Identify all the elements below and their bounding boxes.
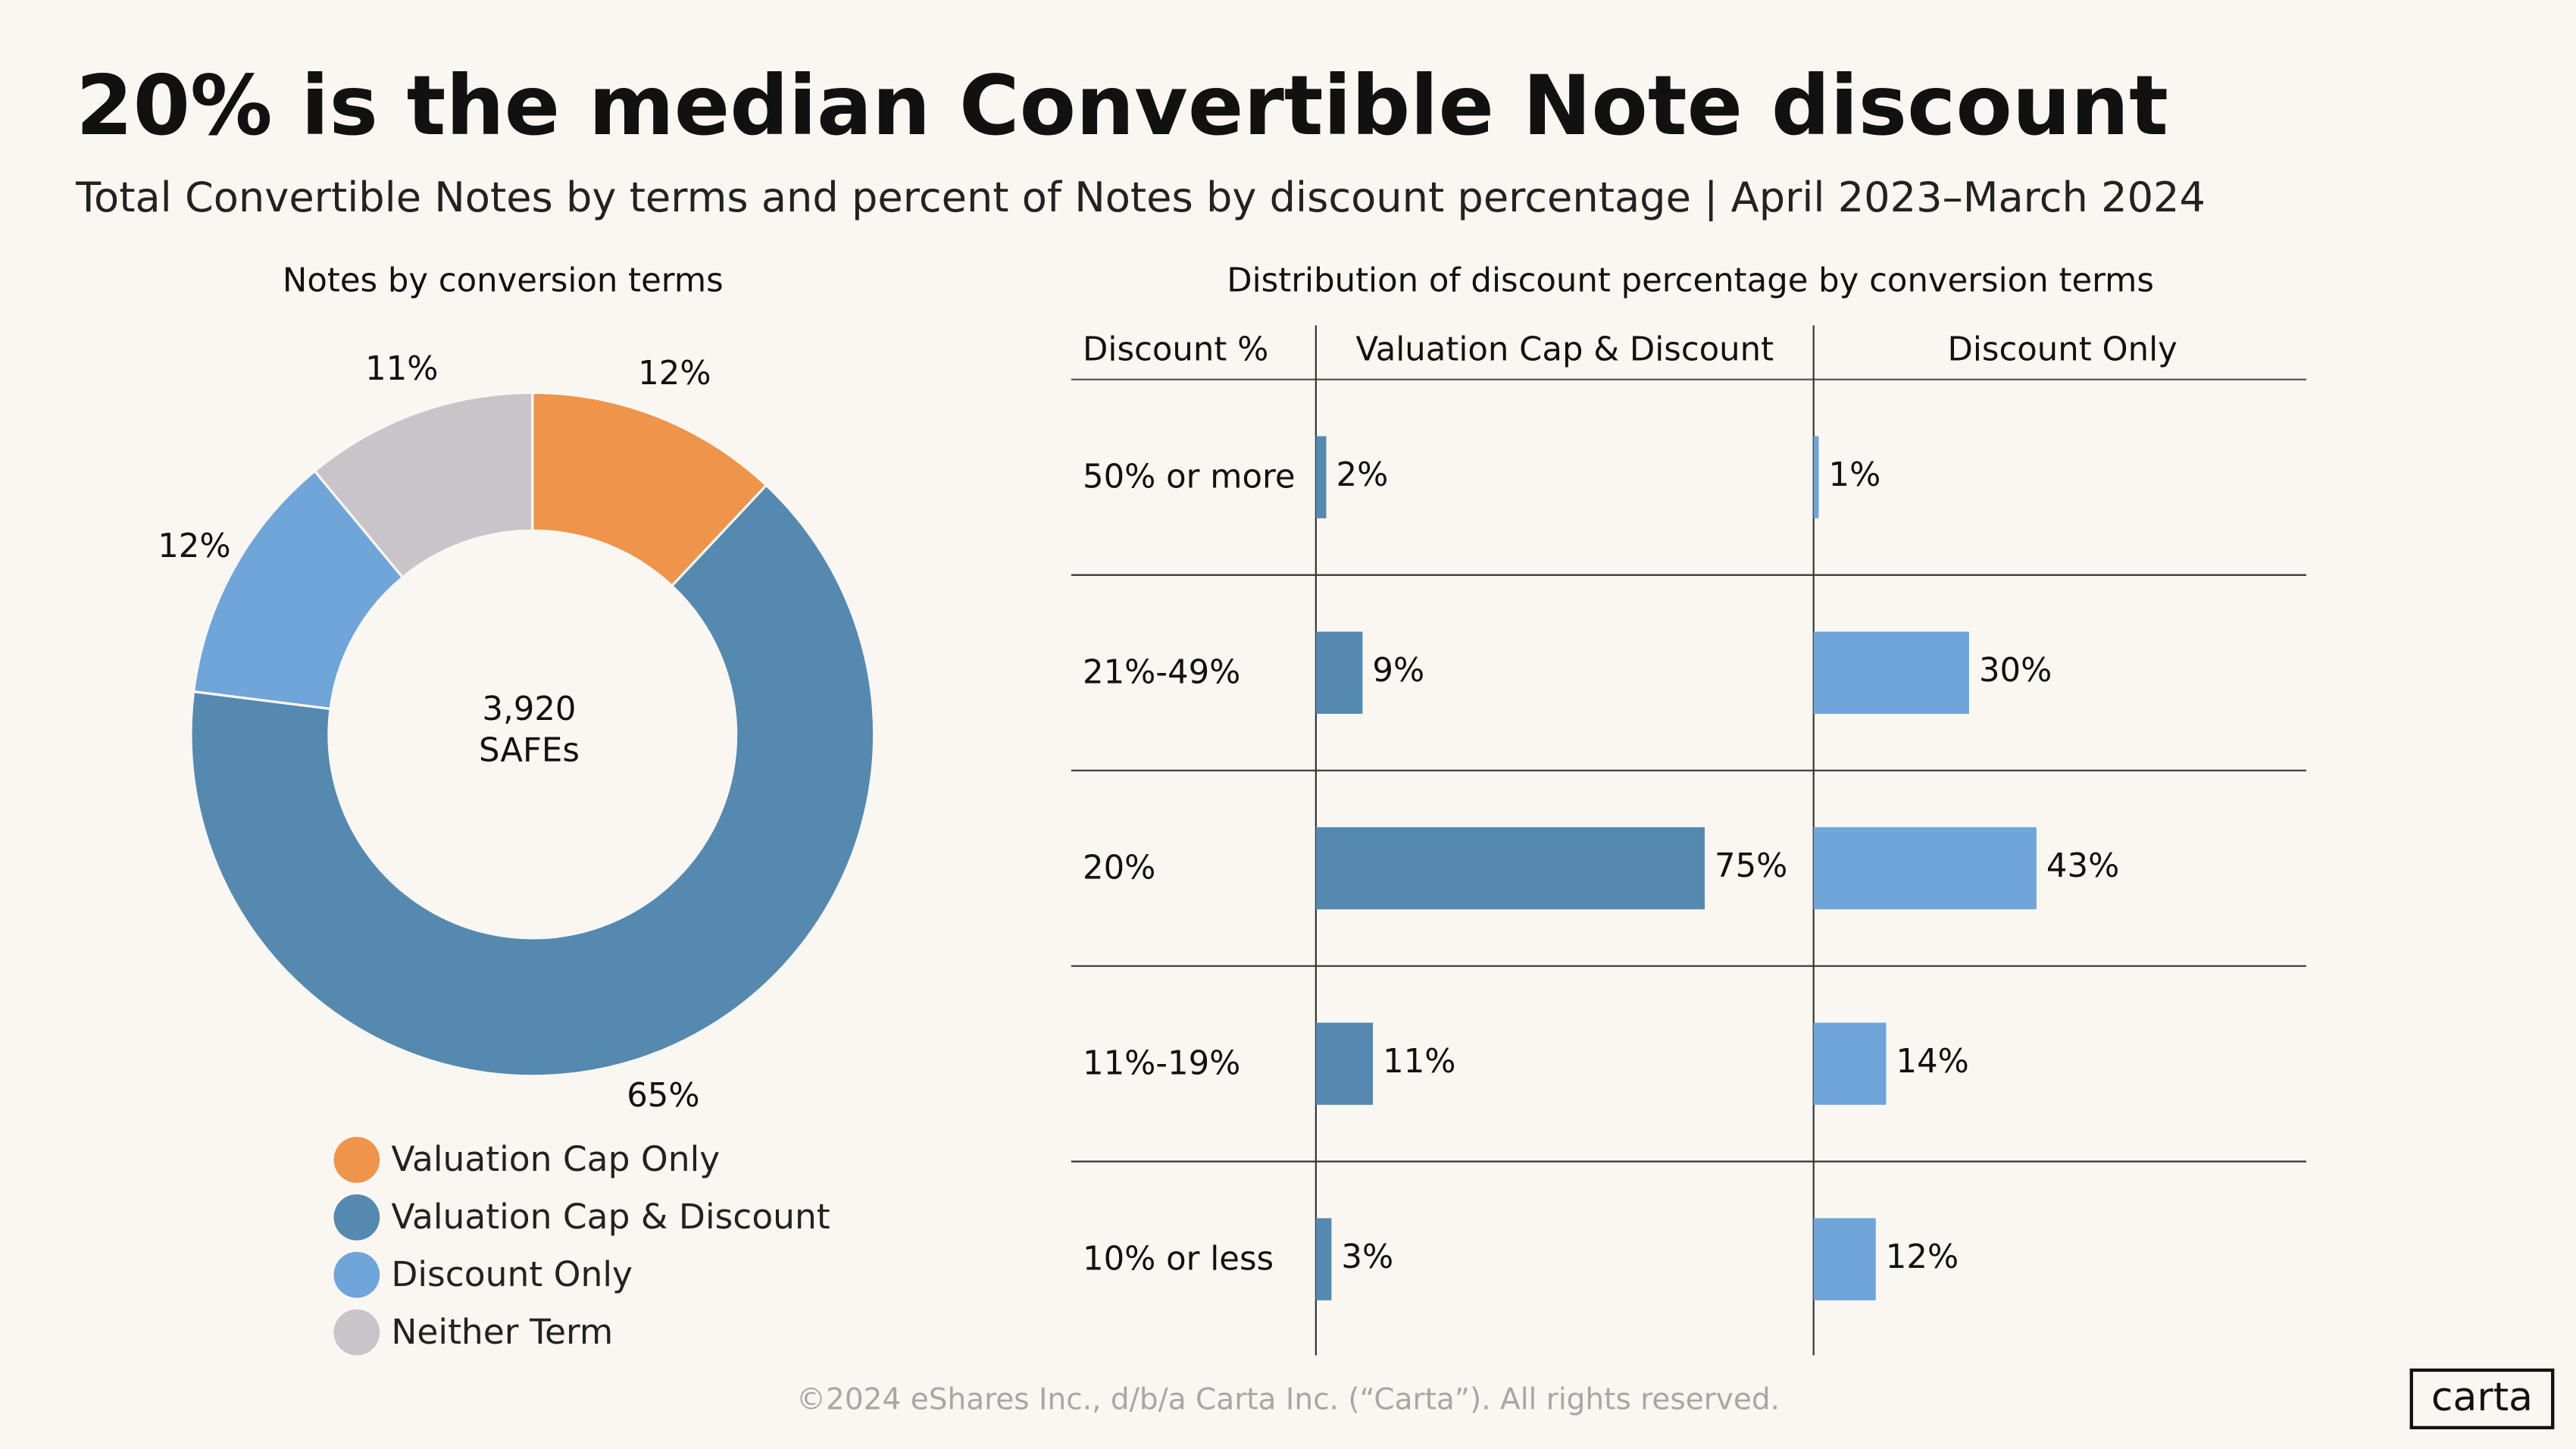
- bar-label: 9%: [1372, 652, 1424, 690]
- bar: [1813, 1218, 1876, 1300]
- bar-label: 75%: [1715, 847, 1787, 885]
- row-label: 50% or more: [1083, 458, 1296, 496]
- legend-swatch: [333, 1309, 380, 1356]
- legend-label: Neither Term: [391, 1312, 613, 1352]
- legend-label: Valuation Cap Only: [391, 1139, 720, 1179]
- legend-label: Discount Only: [391, 1254, 633, 1294]
- chart-title: Notes by conversion terms: [283, 261, 724, 299]
- bar-label: 3%: [1341, 1238, 1393, 1276]
- legend-label: Valuation Cap & Discount: [391, 1197, 830, 1237]
- slice-label: 12%: [638, 355, 711, 393]
- row-label: 11%-19%: [1083, 1044, 1240, 1082]
- row-label: 20%: [1083, 849, 1155, 887]
- column-header: Valuation Cap & Discount: [1355, 330, 1774, 368]
- row-label: 21%-49%: [1083, 653, 1240, 691]
- title: 20% is the median Convertible Note disco…: [76, 58, 2168, 154]
- bar: [1813, 1022, 1887, 1105]
- bar: [1315, 1022, 1374, 1105]
- bar: [1315, 436, 1327, 518]
- chart-title: Distribution of discount percentage by c…: [1227, 261, 2154, 299]
- bar: [1315, 1218, 1332, 1300]
- bar-label: 14%: [1896, 1043, 1968, 1081]
- column-header: Discount %: [1083, 330, 1268, 368]
- bar: [1813, 436, 1819, 518]
- slice-label: 12%: [158, 527, 230, 565]
- bar: [1813, 631, 1969, 714]
- bar-label: 2%: [1336, 456, 1389, 494]
- legend-swatch: [333, 1251, 380, 1298]
- column-header: Discount Only: [1947, 330, 2177, 368]
- donut-slice: [192, 469, 405, 711]
- row-label: 10% or less: [1083, 1240, 1274, 1278]
- donut-slice: [313, 391, 534, 580]
- bar: [1315, 827, 1705, 909]
- bar: [1315, 631, 1363, 714]
- logo-box: [2409, 1368, 2555, 1429]
- bar-label: 11%: [1383, 1043, 1455, 1081]
- slice-label: 65%: [627, 1077, 699, 1115]
- bar-label: 12%: [1886, 1238, 1959, 1276]
- subtitle: Total Convertible Notes by terms and per…: [75, 174, 2206, 221]
- bar-label: 30%: [1979, 652, 2052, 690]
- charts: Notes by conversion terms 12% Valuation Ca…: [158, 261, 2307, 1356]
- legend-swatch: [333, 1194, 380, 1241]
- center-label: 3,920: [482, 690, 576, 728]
- donut-slice: [189, 484, 876, 1078]
- legend-swatch: [333, 1137, 380, 1183]
- donut-slice: [531, 391, 768, 588]
- bar: [1813, 827, 2037, 909]
- bar-label: 1%: [1829, 456, 1881, 494]
- bar-label: 43%: [2046, 847, 2119, 885]
- slice-label: 11%: [365, 350, 438, 388]
- center-label: SAFEs: [479, 731, 580, 769]
- footer: ©2024 eShares Inc., d/b/a Carta Inc. (“C…: [796, 1383, 1780, 1417]
- logo: carta: [2431, 1375, 2533, 1420]
